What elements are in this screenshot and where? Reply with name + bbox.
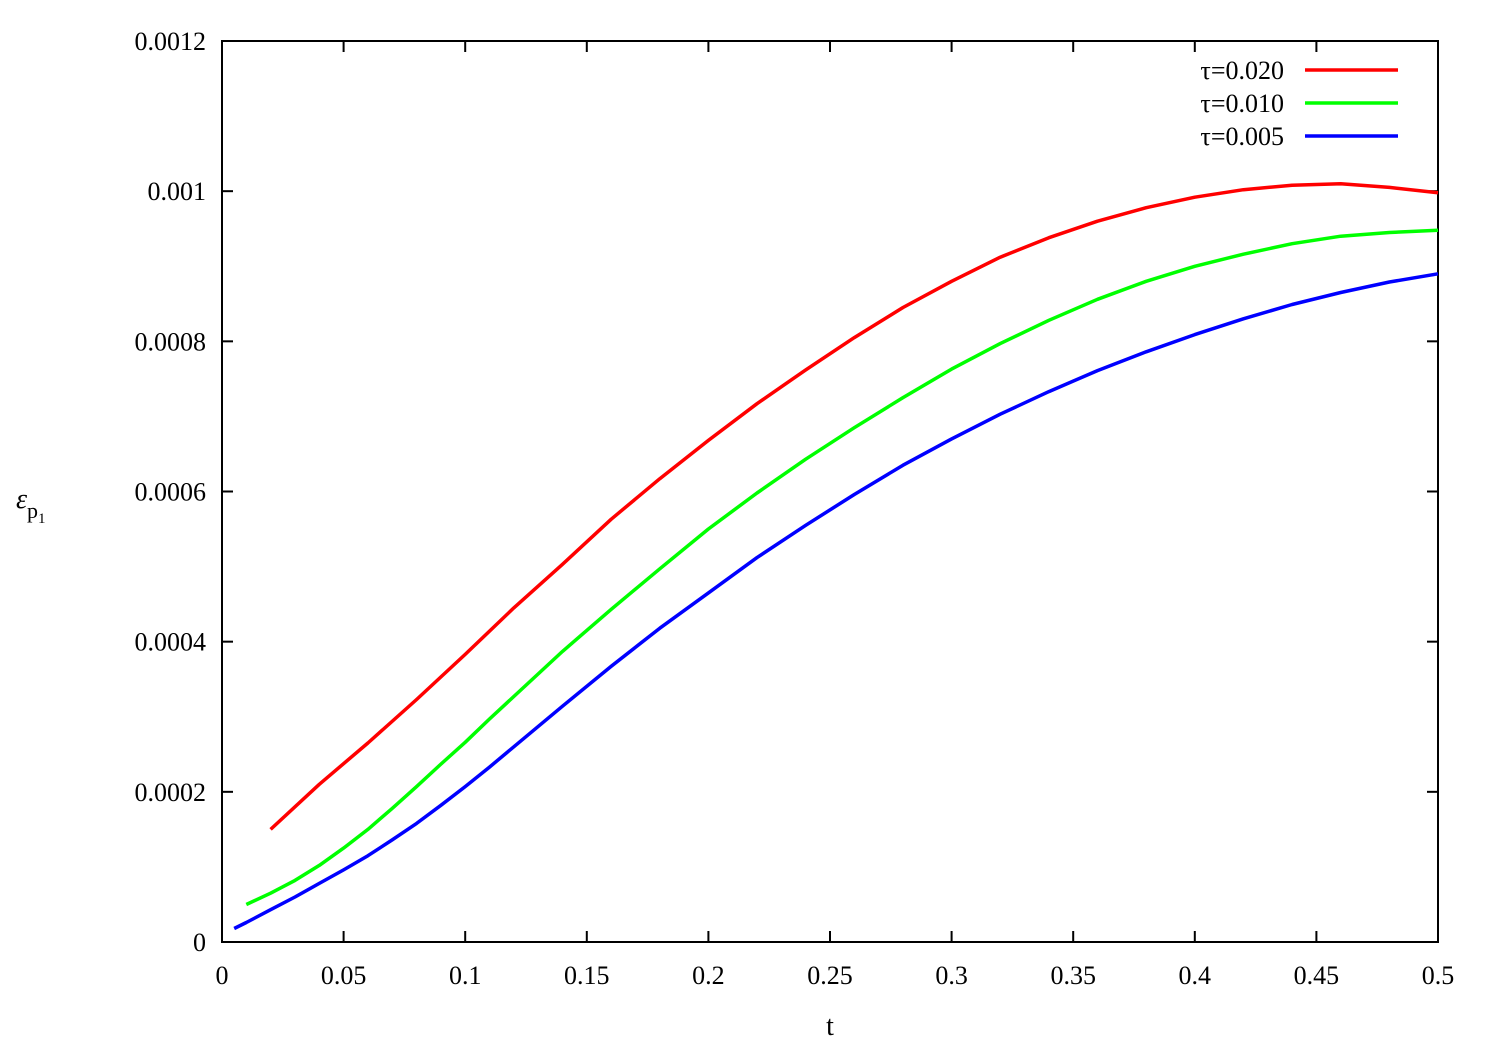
legend-label: τ=0.005 — [1200, 122, 1284, 151]
legend: τ=0.020 τ=0.010 τ=0.005 — [1200, 56, 1398, 151]
y-tick-label: 0.0006 — [135, 478, 207, 507]
x-tick-label: 0.5 — [1422, 961, 1455, 990]
x-tick-labels: 0 0.05 0.1 0.15 0.2 0.25 0.3 0.35 0.4 0.45 0.5 — [216, 961, 1455, 990]
x-tick-label: 0.4 — [1179, 961, 1212, 990]
y-tick-label: 0.0002 — [135, 778, 207, 807]
y-tick-label: 0.0004 — [135, 628, 207, 657]
y-tick-label: 0.0008 — [135, 327, 207, 356]
x-tick-label: 0.3 — [935, 961, 968, 990]
y-tick-label: 0.001 — [148, 177, 207, 206]
y-tick-label: 0 — [193, 928, 206, 957]
x-tick-label: 0.1 — [449, 961, 482, 990]
x-tick-label: 0.15 — [564, 961, 610, 990]
series-line — [269, 181, 1439, 831]
y-tick-labels: 0 0.0002 0.0004 0.0006 0.0008 0.001 0.0012 — [135, 27, 207, 957]
series-line — [233, 272, 1439, 931]
tick-marks — [221, 40, 1439, 943]
y-axis-title: εp1 — [16, 484, 46, 527]
series-lines — [233, 181, 1439, 931]
x-tick-label: 0.2 — [692, 961, 725, 990]
x-tick-label: 0.05 — [321, 961, 367, 990]
x-tick-label: 0.45 — [1294, 961, 1340, 990]
x-axis-title: t — [826, 1011, 834, 1042]
plot-frame — [221, 40, 1439, 943]
y-axis-title-main: ε — [16, 484, 27, 515]
x-tick-label: 0.25 — [807, 961, 853, 990]
y-tick-label: 0.0012 — [135, 27, 207, 56]
legend-label: τ=0.020 — [1200, 56, 1284, 85]
x-tick-label: 0 — [216, 961, 229, 990]
y-axis-title-subsub: 1 — [38, 511, 46, 527]
x-tick-label: 0.35 — [1050, 961, 1096, 990]
legend-label: τ=0.010 — [1200, 89, 1284, 118]
series-line — [245, 228, 1439, 907]
y-axis-title-sub: p — [27, 498, 38, 523]
